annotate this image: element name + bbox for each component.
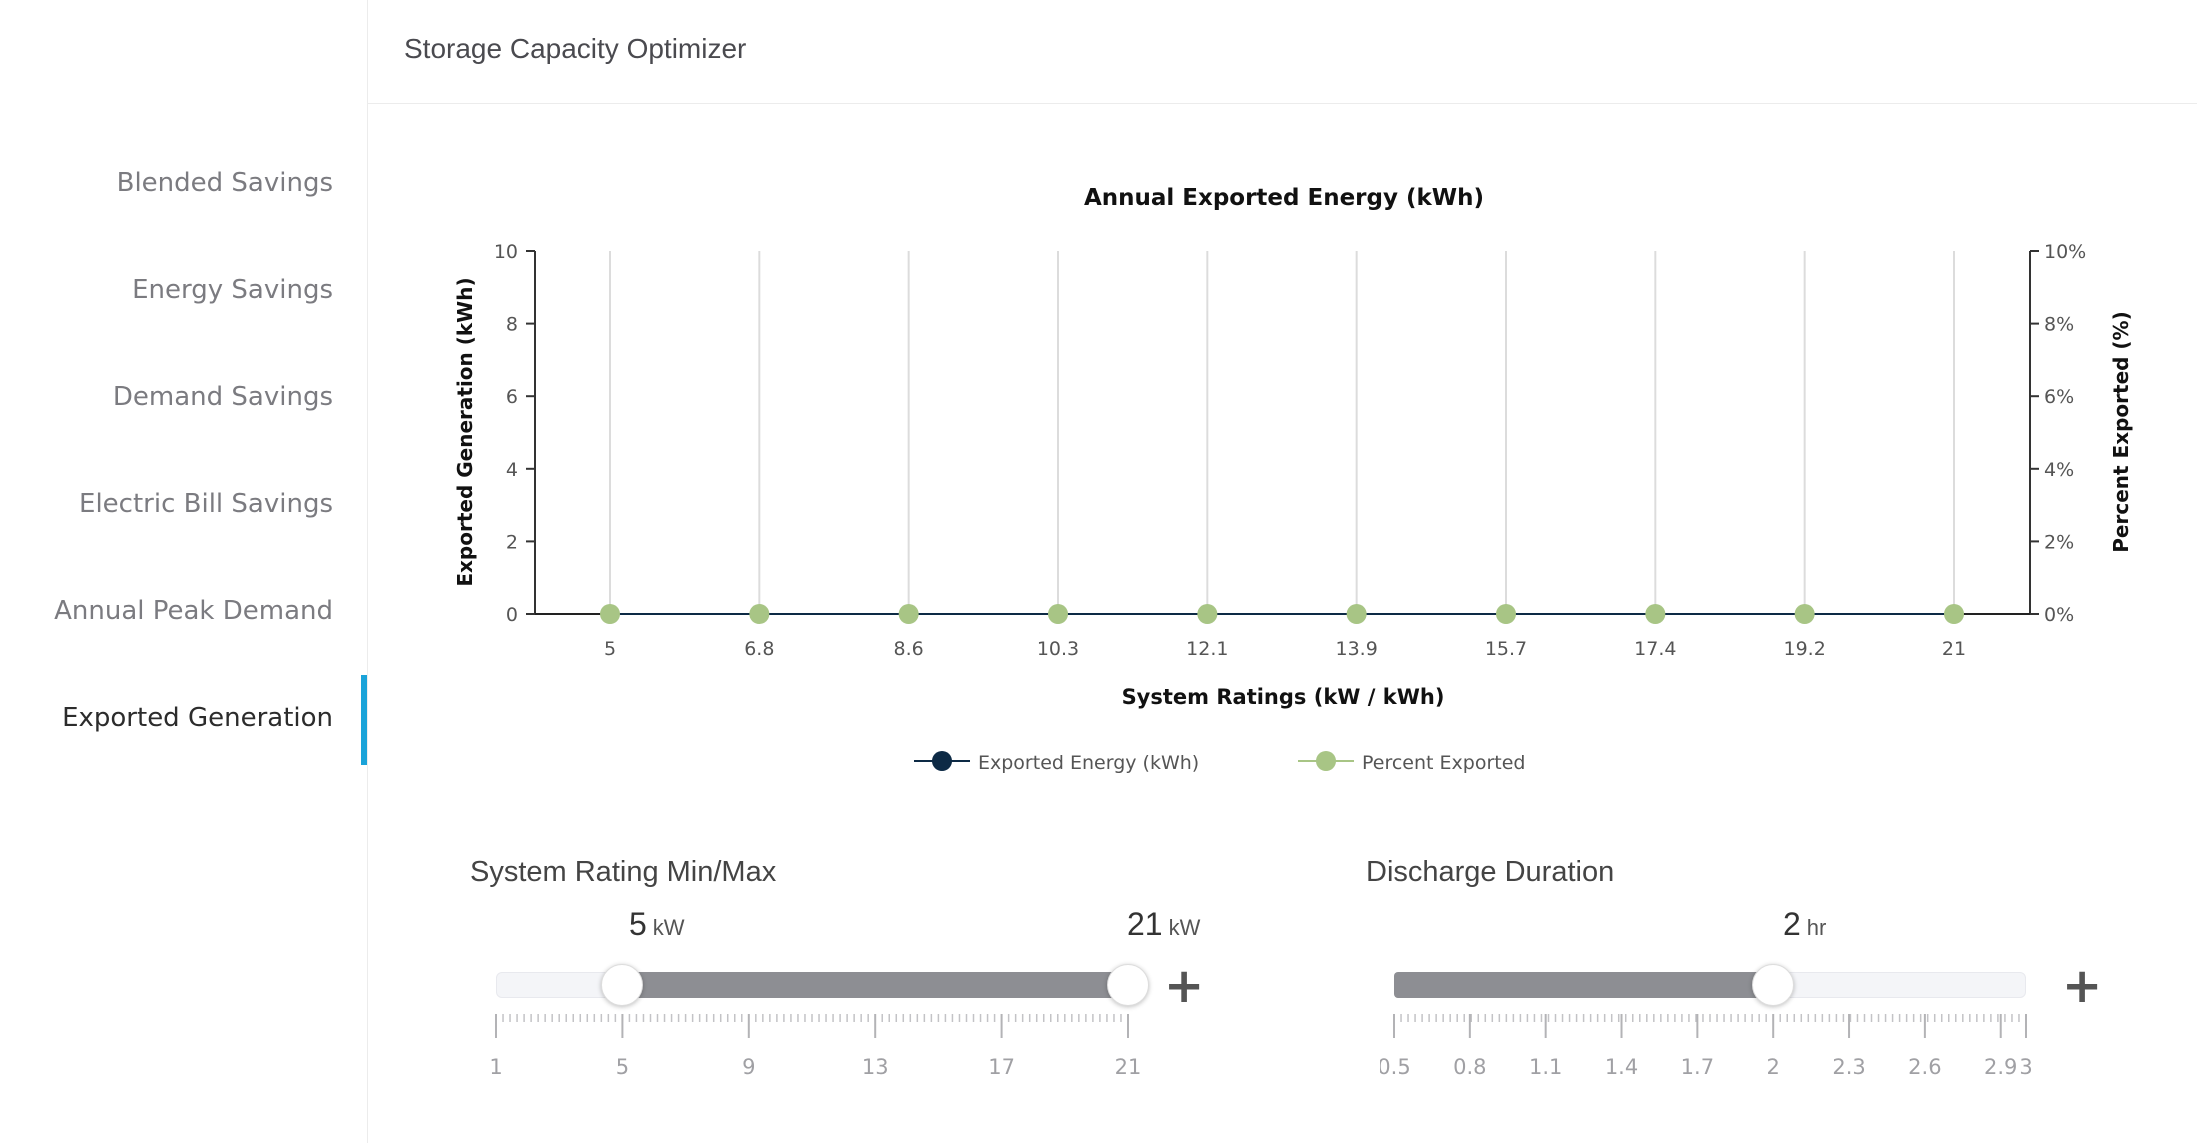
sidebar-item-demand-savings[interactable]: Demand Savings xyxy=(112,382,333,412)
scale-tick-label: 0.8 xyxy=(1453,1055,1486,1079)
sidebar-item-blended-savings[interactable]: Blended Savings xyxy=(116,168,333,198)
rating-slider-fill xyxy=(622,972,1128,998)
y2-tick-label: 8% xyxy=(2044,314,2074,336)
y2-tick-label: 6% xyxy=(2044,386,2074,408)
duration-value: 2 hr xyxy=(1783,906,1826,943)
header: Storage Capacity Optimizer xyxy=(368,0,2197,104)
sidebar-item-electric-bill-savings[interactable]: Electric Bill Savings xyxy=(79,489,333,519)
sidebar-item-energy-savings[interactable]: Energy Savings xyxy=(132,275,333,305)
legend-marker-exported-energy xyxy=(932,751,952,771)
scale-tick-label: 1.7 xyxy=(1681,1055,1714,1079)
scale-tick-label: 13 xyxy=(862,1055,889,1079)
rating-plus-button[interactable]: + xyxy=(1164,958,1205,1014)
rating-min-number: 5 xyxy=(629,906,647,942)
y-tick-label: 6 xyxy=(506,386,518,408)
duration-plus-button[interactable]: + xyxy=(2062,958,2103,1014)
y-tick-label: 10 xyxy=(494,241,518,263)
rating-max-handle[interactable] xyxy=(1107,964,1149,1006)
data-point-percent-exported[interactable] xyxy=(898,604,919,624)
sidebar-item-exported-generation[interactable]: Exported Generation xyxy=(62,703,333,733)
scale-tick-label: 17 xyxy=(988,1055,1015,1079)
scale-tick-label: 3 xyxy=(2019,1055,2032,1079)
scale-tick-label: 1.4 xyxy=(1605,1055,1638,1079)
y-tick-label: 8 xyxy=(506,314,518,336)
y-tick-label: 2 xyxy=(506,531,518,553)
data-point-percent-exported[interactable] xyxy=(600,604,620,624)
y-tick-label: 4 xyxy=(506,459,518,481)
data-point-percent-exported[interactable] xyxy=(1048,604,1068,624)
discharge-duration-title: Discharge Duration xyxy=(1366,856,1615,888)
data-point-percent-exported[interactable] xyxy=(1496,604,1516,624)
rating-max-number: 21 xyxy=(1127,906,1163,942)
data-point-percent-exported[interactable] xyxy=(749,604,770,624)
legend-marker-percent-exported xyxy=(1316,751,1336,771)
x-axis-label: System Ratings (kW / kWh) xyxy=(1122,685,1445,709)
rating-min-value: 5 kW xyxy=(629,906,685,943)
exported-energy-chart: Annual Exported Energy (kWh) Exported Ge… xyxy=(453,185,2133,774)
data-point-percent-exported[interactable] xyxy=(1794,604,1815,624)
scale-tick-label: 21 xyxy=(1115,1055,1142,1079)
x-tick-label: 17.4 xyxy=(1634,638,1676,660)
rating-max-value: 21 kW xyxy=(1127,906,1200,943)
duration-unit: hr xyxy=(1806,915,1827,940)
y2-tick-label: 10% xyxy=(2044,241,2086,263)
chart-title: Annual Exported Energy (kWh) xyxy=(1084,185,1484,211)
y2-tick-label: 4% xyxy=(2044,459,2074,481)
duration-slider-scale: 0.5 0.8 1.1 1.4 1.7 2 2.3 2.6 2.9 3 xyxy=(1380,1014,2033,1079)
legend-item-percent-exported[interactable]: Percent Exported xyxy=(1298,751,1525,774)
x-tick-label: 21 xyxy=(1942,638,1966,660)
duration-handle[interactable] xyxy=(1752,964,1795,1006)
data-point-percent-exported[interactable] xyxy=(1346,604,1367,624)
x-tick-label: 8.6 xyxy=(894,638,924,660)
x-tick-label: 12.1 xyxy=(1186,638,1228,660)
x-tick-label: 15.7 xyxy=(1485,638,1527,660)
system-rating-title: System Rating Min/Max xyxy=(470,856,777,888)
data-point-percent-exported[interactable] xyxy=(1645,604,1666,624)
scale-tick-label: 2.3 xyxy=(1832,1055,1865,1079)
y-axis-label: Exported Generation (kWh) xyxy=(453,277,477,586)
x-tick-label: 19.2 xyxy=(1784,638,1826,660)
legend: Exported Energy (kWh) Percent Exported xyxy=(914,751,1525,774)
legend-label-exported-energy: Exported Energy (kWh) xyxy=(978,752,1199,774)
x-tick-label: 10.3 xyxy=(1037,638,1079,660)
sidebar-item-annual-peak-demand[interactable]: Annual Peak Demand xyxy=(54,596,333,626)
scale-tick-label: 9 xyxy=(742,1055,755,1079)
scale-tick-label: 2.9 xyxy=(1984,1055,2017,1079)
rating-slider-scale: 1 5 9 13 17 21 xyxy=(489,1014,1142,1079)
sidebar: Blended Savings Energy Savings Demand Sa… xyxy=(0,0,368,1143)
duration-slider-fill xyxy=(1394,972,1774,998)
active-indicator xyxy=(361,675,367,765)
duration-number: 2 xyxy=(1783,906,1801,942)
y2-tick-label: 0% xyxy=(2044,604,2074,626)
scale-tick-label: 5 xyxy=(616,1055,629,1079)
legend-item-exported-energy[interactable]: Exported Energy (kWh) xyxy=(914,751,1199,774)
x-tick-label: 5 xyxy=(604,638,616,660)
rating-max-unit: kW xyxy=(1168,915,1201,940)
x-tick-label: 13.9 xyxy=(1336,638,1378,660)
x-tick-label: 6.8 xyxy=(744,638,774,660)
scale-tick-label: 2 xyxy=(1767,1055,1780,1079)
data-point-percent-exported[interactable] xyxy=(1944,604,1964,624)
y2-axis-label: Percent Exported (%) xyxy=(2109,311,2133,552)
rating-min-handle[interactable] xyxy=(601,964,644,1006)
scale-tick-label: 1 xyxy=(489,1055,502,1079)
scale-tick-label: 2.6 xyxy=(1908,1055,1941,1079)
rating-min-unit: kW xyxy=(652,915,685,940)
legend-label-percent-exported: Percent Exported xyxy=(1362,752,1525,774)
page-title: Storage Capacity Optimizer xyxy=(404,33,747,64)
y-tick-label: 0 xyxy=(506,604,518,626)
data-point-percent-exported[interactable] xyxy=(1197,604,1218,624)
y2-tick-label: 2% xyxy=(2044,531,2074,553)
scale-tick-label: 1.1 xyxy=(1529,1055,1562,1079)
scale-tick-label: 0.5 xyxy=(1380,1055,1411,1079)
